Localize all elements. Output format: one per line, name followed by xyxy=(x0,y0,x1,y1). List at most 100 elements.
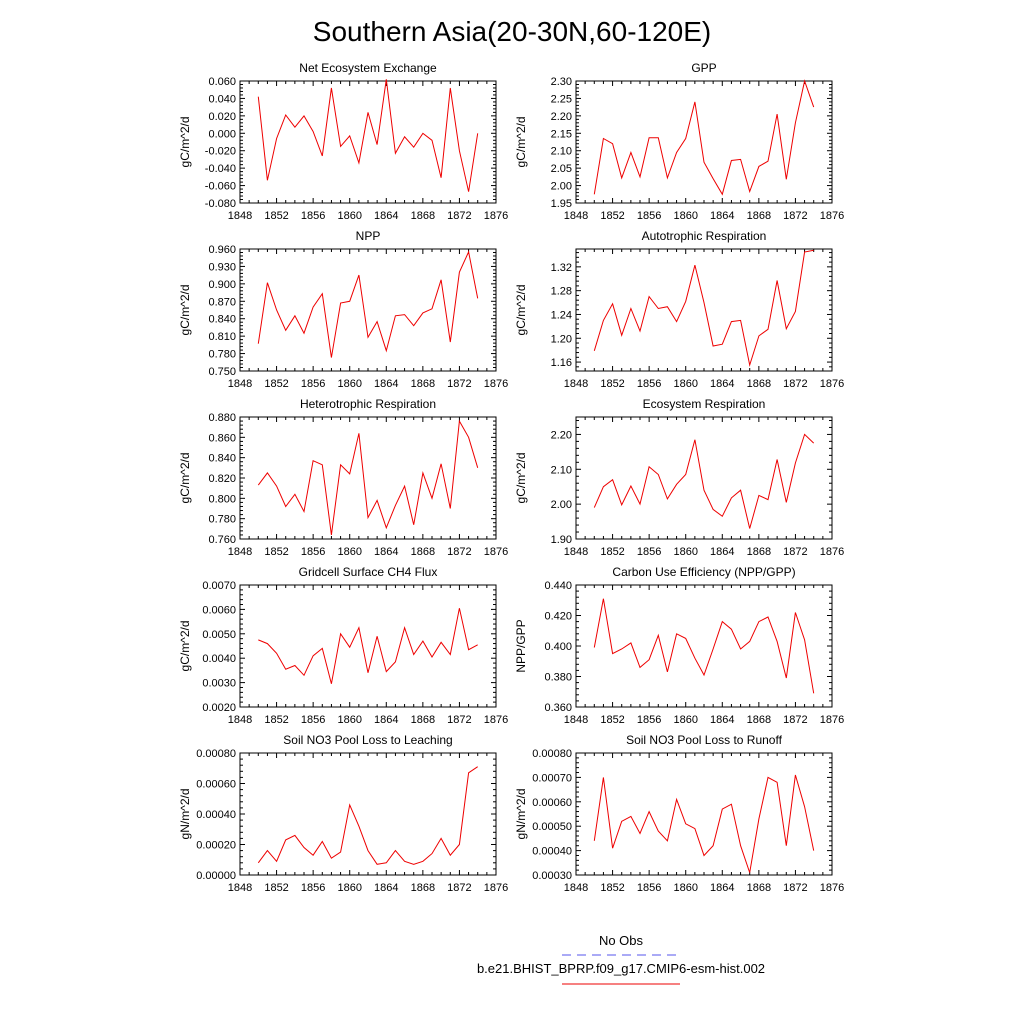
series-line xyxy=(257,79,479,192)
y-tick-label: 1.24 xyxy=(551,309,572,321)
y-tick-label: 0.0060 xyxy=(202,604,236,616)
panel-gridcell-surface-ch4-flux: Gridcell Surface CH4 Flux gC/m^2/d 1848 185… xyxy=(178,565,508,726)
x-tick-label: 1856 xyxy=(301,882,325,894)
series-line xyxy=(257,419,479,535)
x-tick-label: 1876 xyxy=(484,882,508,894)
plot-frame xyxy=(575,584,833,708)
x-tick-label: 1876 xyxy=(820,882,844,894)
x-tick-label: 1852 xyxy=(600,882,624,894)
x-tick-label: 1872 xyxy=(447,714,471,726)
y-tick-label: 0.960 xyxy=(208,244,236,256)
y-tick-label: -0.020 xyxy=(205,146,236,158)
x-tick-label: 1872 xyxy=(447,882,471,894)
x-tick-label: 1868 xyxy=(411,546,435,558)
x-tick-label: 1860 xyxy=(673,882,697,894)
y-tick-label: 0.880 xyxy=(208,412,236,424)
y-tick-label: 1.95 xyxy=(551,198,572,210)
y-tick-label: 0.420 xyxy=(544,611,572,623)
panel-net-ecosystem-exchange: Net Ecosystem Exchange gC/m^2/d 1848 1852 18… xyxy=(178,61,508,222)
y-tick-label: 0.00040 xyxy=(196,809,236,821)
x-tick-label: 1852 xyxy=(600,378,624,390)
panel-autotrophic-respiration: Autotrophic Respiration gC/m^2/d 1848 1852 1… xyxy=(514,229,844,390)
panel-title: NPP xyxy=(356,229,381,243)
x-tick-label: 1868 xyxy=(411,378,435,390)
plot-frame xyxy=(239,80,497,204)
y-tick-label: 0.00080 xyxy=(196,748,236,760)
y-axis-label: gC/m^2/d xyxy=(178,453,192,504)
y-tick-label: 0.840 xyxy=(208,314,236,326)
y-tick-label: 0.0020 xyxy=(202,702,236,714)
x-tick-label: 1848 xyxy=(228,210,252,222)
y-tick-label: 1.16 xyxy=(551,357,572,369)
x-tick-label: 1852 xyxy=(600,546,624,558)
y-tick-label: 0.00050 xyxy=(532,821,572,833)
x-tick-label: 1872 xyxy=(447,378,471,390)
x-tick-label: 1856 xyxy=(301,546,325,558)
x-tick-label: 1856 xyxy=(637,546,661,558)
y-tick-label: 0.0070 xyxy=(202,580,236,592)
x-tick-label: 1856 xyxy=(301,378,325,390)
x-tick-label: 1876 xyxy=(820,378,844,390)
y-tick-label: 0.00030 xyxy=(532,870,572,882)
y-tick-label: 0.0030 xyxy=(202,678,236,690)
x-tick-label: 1872 xyxy=(783,210,807,222)
x-tick-label: 1868 xyxy=(747,546,771,558)
y-tick-label: 2.05 xyxy=(551,163,572,175)
x-tick-label: 1860 xyxy=(673,714,697,726)
y-tick-label: 0.020 xyxy=(208,111,236,123)
x-tick-label: 1848 xyxy=(228,714,252,726)
y-axis-label: gC/m^2/d xyxy=(514,285,528,336)
y-axis-label: gC/m^2/d xyxy=(178,285,192,336)
x-tick-label: 1856 xyxy=(637,882,661,894)
x-tick-label: 1860 xyxy=(673,546,697,558)
x-tick-label: 1872 xyxy=(447,210,471,222)
plot-frame xyxy=(575,752,833,876)
x-tick-label: 1868 xyxy=(747,714,771,726)
panel-heterotrophic-respiration: Heterotrophic Respiration gC/m^2/d 1848 185… xyxy=(178,397,508,558)
series-line xyxy=(593,774,815,873)
series-line xyxy=(258,608,478,684)
y-tick-label: 0.00000 xyxy=(196,870,236,882)
y-tick-label: 0.870 xyxy=(208,296,236,308)
plot-frame xyxy=(575,80,833,204)
y-tick-label: 0.00070 xyxy=(532,772,572,784)
y-axis-label: gN/m^2/d xyxy=(514,789,528,840)
y-axis-label: gC/m^2/d xyxy=(178,621,192,672)
panel-title: Net Ecosystem Exchange xyxy=(299,61,437,75)
x-tick-label: 1868 xyxy=(411,882,435,894)
y-tick-label: 2.15 xyxy=(551,128,572,140)
x-tick-label: 1868 xyxy=(747,882,771,894)
panel-ecosystem-respiration: Ecosystem Respiration gC/m^2/d 1848 1852 185… xyxy=(514,397,844,558)
y-tick-label: 0.440 xyxy=(544,580,572,592)
plot-frame xyxy=(239,248,497,372)
panel-title: Soil NO3 Pool Loss to Runoff xyxy=(626,733,783,747)
y-tick-label: 0.900 xyxy=(208,279,236,291)
y-tick-label: 0.0050 xyxy=(202,629,236,641)
x-tick-label: 1848 xyxy=(564,714,588,726)
x-tick-label: 1864 xyxy=(374,882,398,894)
y-tick-label: 1.32 xyxy=(551,262,572,274)
plot-frame xyxy=(575,416,833,540)
panel-title: Heterotrophic Respiration xyxy=(300,397,436,411)
y-axis-label: NPP/GPP xyxy=(514,619,528,672)
series-line xyxy=(257,250,479,358)
x-tick-label: 1876 xyxy=(820,714,844,726)
x-tick-label: 1868 xyxy=(747,378,771,390)
panel-grid: Net Ecosystem Exchange gC/m^2/d 1848 1852 18… xyxy=(178,61,844,894)
y-tick-label: 2.20 xyxy=(551,429,572,441)
x-tick-label: 1876 xyxy=(484,210,508,222)
y-tick-label: 2.10 xyxy=(551,464,572,476)
panel-soil-no3-pool-loss-to-runoff: Soil NO3 Pool Loss to Runoff gN/m^2/d 1848… xyxy=(514,733,844,894)
y-tick-label: 0.00080 xyxy=(532,748,572,760)
y-tick-label: -0.080 xyxy=(205,198,236,210)
x-tick-label: 1864 xyxy=(710,546,734,558)
x-tick-label: 1848 xyxy=(564,378,588,390)
y-tick-label: 0.930 xyxy=(208,261,236,273)
y-tick-label: 0.800 xyxy=(208,493,236,505)
x-tick-label: 1848 xyxy=(228,882,252,894)
x-tick-label: 1848 xyxy=(564,210,588,222)
x-tick-label: 1864 xyxy=(374,378,398,390)
x-tick-label: 1872 xyxy=(783,714,807,726)
x-tick-label: 1868 xyxy=(747,210,771,222)
